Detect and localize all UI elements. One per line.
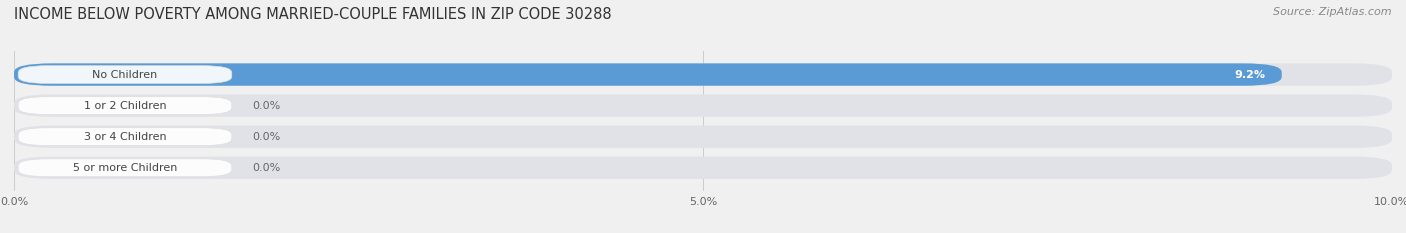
Text: 0.0%: 0.0% — [253, 132, 281, 142]
Text: 1 or 2 Children: 1 or 2 Children — [84, 101, 166, 111]
FancyBboxPatch shape — [18, 128, 232, 146]
FancyBboxPatch shape — [14, 94, 1392, 117]
FancyBboxPatch shape — [14, 63, 1392, 86]
Text: 3 or 4 Children: 3 or 4 Children — [84, 132, 166, 142]
FancyBboxPatch shape — [14, 157, 1392, 179]
Text: 9.2%: 9.2% — [1234, 70, 1265, 79]
Text: 5 or more Children: 5 or more Children — [73, 163, 177, 173]
FancyBboxPatch shape — [14, 126, 1392, 148]
FancyBboxPatch shape — [18, 97, 232, 115]
Text: Source: ZipAtlas.com: Source: ZipAtlas.com — [1274, 7, 1392, 17]
FancyBboxPatch shape — [14, 63, 1282, 86]
FancyBboxPatch shape — [18, 159, 232, 177]
Text: No Children: No Children — [93, 70, 157, 79]
FancyBboxPatch shape — [18, 66, 232, 83]
Text: 0.0%: 0.0% — [253, 101, 281, 111]
Text: INCOME BELOW POVERTY AMONG MARRIED-COUPLE FAMILIES IN ZIP CODE 30288: INCOME BELOW POVERTY AMONG MARRIED-COUPL… — [14, 7, 612, 22]
Text: 0.0%: 0.0% — [253, 163, 281, 173]
